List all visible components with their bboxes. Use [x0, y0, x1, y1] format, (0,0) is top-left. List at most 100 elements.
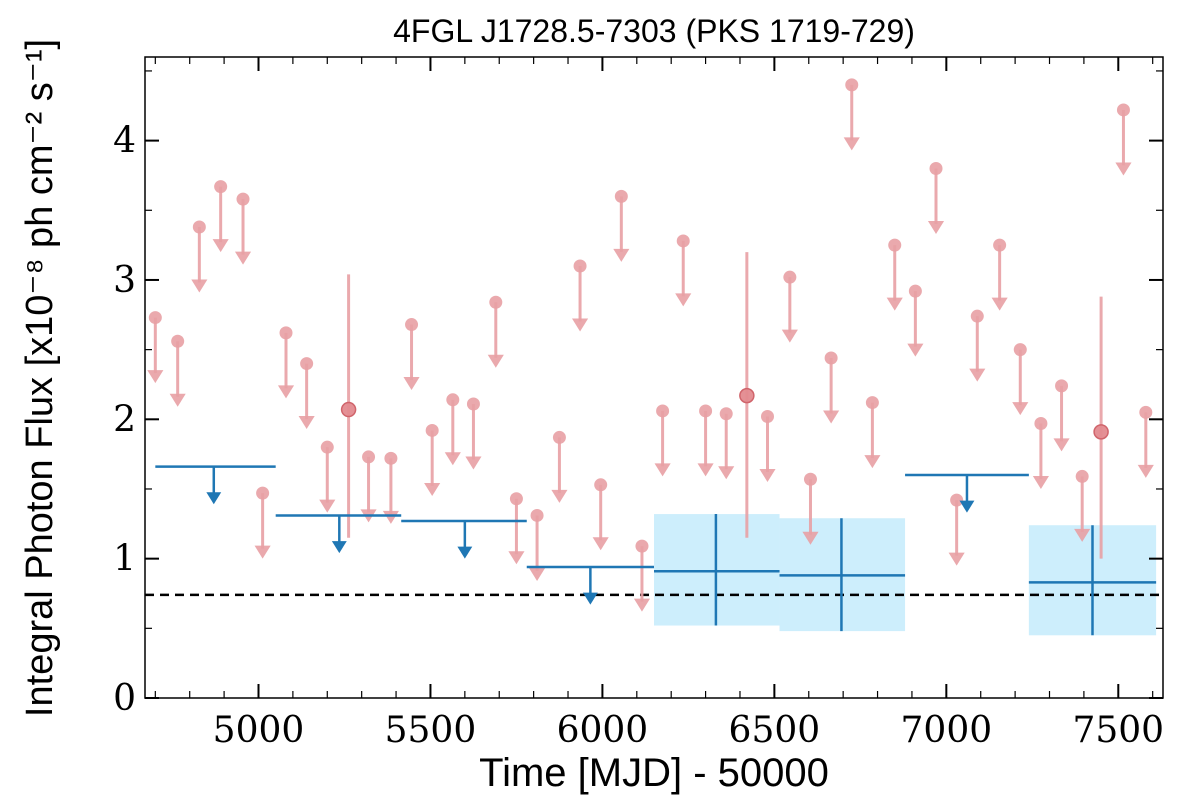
- x-tick-label: 6500: [729, 710, 821, 751]
- fine-upper-limit-point: [1116, 103, 1130, 117]
- fine-upper-limit-point: [719, 407, 733, 421]
- y-tick-label: 1: [113, 539, 136, 580]
- fine-upper-limit-arrow: [277, 385, 295, 399]
- x-tick-label: 5000: [213, 710, 305, 751]
- fine-upper-limit-arrow: [886, 297, 903, 311]
- fine-upper-limit-arrow: [1032, 475, 1049, 489]
- fine-upper-limit-arrow: [654, 463, 671, 477]
- fine-upper-limit-arrow: [969, 368, 986, 382]
- fine-upper-limit-arrow: [1074, 528, 1091, 542]
- y-tick-label: 3: [113, 260, 136, 301]
- fine-upper-limit-arrow: [633, 598, 651, 612]
- fine-upper-limit-point: [446, 393, 460, 407]
- fine-upper-limit-arrow: [1137, 464, 1154, 478]
- fine-upper-limit-arrow: [697, 463, 714, 477]
- fine-upper-limit-arrow: [319, 499, 336, 513]
- fine-upper-limit-arrow: [613, 248, 630, 262]
- fine-upper-limit-arrow: [234, 251, 252, 265]
- y-tick-label: 0: [113, 678, 136, 719]
- fine-upper-limit-point: [256, 486, 270, 500]
- fine-upper-limit-point: [320, 440, 334, 454]
- coarse-upper-limit-arrow: [331, 541, 347, 554]
- fine-upper-limit-arrow: [864, 455, 881, 469]
- fine-upper-limit-point: [1034, 416, 1048, 430]
- fine-upper-limit-point: [803, 472, 817, 486]
- fine-upper-limit-point: [530, 508, 544, 522]
- fine-upper-limit-arrow: [169, 393, 186, 407]
- y-tick-label: 4: [113, 121, 136, 162]
- fine-upper-limit-arrow: [592, 537, 609, 551]
- fine-upper-limit-point: [845, 78, 859, 92]
- fine-upper-limit-arrow: [781, 329, 798, 343]
- fine-upper-limit-point: [676, 234, 690, 248]
- fine-upper-limit-arrow: [843, 137, 860, 151]
- coarse-upper-limit-arrow: [582, 592, 598, 605]
- fine-upper-limit-point: [362, 450, 376, 464]
- fine-upper-limit-arrow: [465, 456, 482, 470]
- fine-upper-limit-point: [656, 404, 670, 418]
- fine-upper-limit-point: [1055, 379, 1069, 393]
- fine-upper-limit-point: [699, 404, 713, 418]
- fine-upper-limit-arrow: [212, 239, 229, 253]
- x-tick-label: 7000: [901, 710, 993, 751]
- fine-upper-limit-point: [614, 189, 628, 203]
- fine-upper-limit-point: [865, 396, 879, 410]
- fine-upper-limit-point: [993, 238, 1007, 252]
- fine-upper-limit-point: [236, 192, 250, 206]
- fine-upper-limit-arrow: [487, 354, 504, 368]
- fine-upper-limit-arrow: [254, 545, 271, 559]
- fine-upper-limit-arrow: [718, 466, 735, 480]
- fine-upper-limit-point: [425, 423, 439, 437]
- fine-upper-limit-point: [171, 334, 185, 348]
- fine-detection-point: [1093, 424, 1109, 440]
- fine-upper-limit-point: [908, 284, 922, 298]
- fine-upper-limit-point: [783, 270, 797, 284]
- fine-upper-limit-arrow: [907, 343, 924, 357]
- plot-frame: [144, 56, 1164, 699]
- fine-upper-limit-arrow: [927, 220, 945, 234]
- fine-upper-limit-point: [1075, 469, 1089, 483]
- fine-upper-limit-arrow: [551, 489, 568, 503]
- fine-upper-limit-arrow: [382, 510, 399, 524]
- coarse-upper-limit-arrow: [457, 546, 473, 559]
- fine-upper-limit-arrow: [571, 318, 589, 332]
- fine-upper-limit-point: [635, 539, 649, 553]
- fine-upper-limit-point: [300, 357, 314, 371]
- fine-upper-limit-point: [148, 311, 162, 325]
- fine-upper-limit-arrow: [948, 552, 965, 566]
- fine-upper-limit-point: [1013, 343, 1027, 357]
- fine-upper-limit-arrow: [403, 377, 420, 391]
- fine-detection-point: [340, 401, 357, 418]
- fine-upper-limit-point: [950, 493, 964, 507]
- coarse-upper-limit-arrow: [959, 500, 975, 513]
- y-axis-label: Integral Photon Flux [x10⁻⁸ ph cm⁻² s⁻¹]: [19, 39, 61, 717]
- fine-upper-limit-point: [552, 430, 566, 444]
- fine-upper-limit-point: [824, 351, 838, 365]
- fine-upper-limit-point: [405, 318, 419, 332]
- fine-upper-limit-arrow: [1115, 162, 1132, 176]
- fine-binned-series: [147, 78, 1154, 612]
- coarse-binned-series: [155, 465, 1157, 636]
- x-tick-label: 5500: [385, 710, 477, 751]
- fine-upper-limit-arrow: [424, 482, 441, 496]
- x-axis-label: Time [MJD] - 50000: [479, 751, 829, 795]
- coarse-upper-limit-arrow: [206, 492, 222, 505]
- fine-upper-limit-point: [192, 220, 206, 234]
- fine-upper-limit-arrow: [191, 279, 208, 293]
- fine-upper-limit-arrow: [823, 410, 840, 424]
- fine-upper-limit-point: [970, 309, 984, 323]
- fine-upper-limit-point: [509, 492, 523, 506]
- fine-upper-limit-arrow: [759, 469, 776, 483]
- fine-upper-limit-arrow: [529, 567, 546, 581]
- fine-upper-limit-point: [888, 238, 902, 252]
- fine-upper-limit-point: [929, 161, 943, 175]
- plot-axes: [144, 56, 1164, 699]
- chart-title: 4FGL J1728.5-7303 (PKS 1719-729): [393, 13, 915, 49]
- fine-upper-limit-point: [760, 410, 774, 424]
- fine-upper-limit-arrow: [444, 452, 461, 466]
- fine-upper-limit-arrow: [298, 416, 315, 430]
- fine-detection-point: [739, 387, 755, 404]
- fine-upper-limit-point: [573, 259, 587, 273]
- x-tick-label: 6000: [557, 710, 649, 751]
